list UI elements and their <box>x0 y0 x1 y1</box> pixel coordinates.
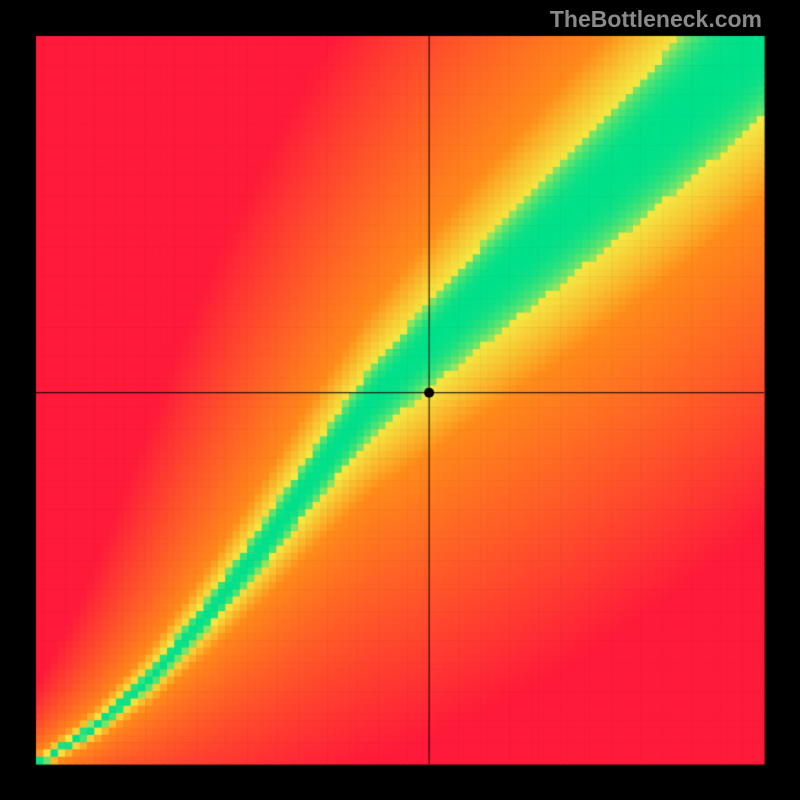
heatmap-canvas <box>0 0 800 800</box>
watermark-text: TheBottleneck.com <box>550 6 762 33</box>
chart-container: TheBottleneck.com <box>0 0 800 800</box>
